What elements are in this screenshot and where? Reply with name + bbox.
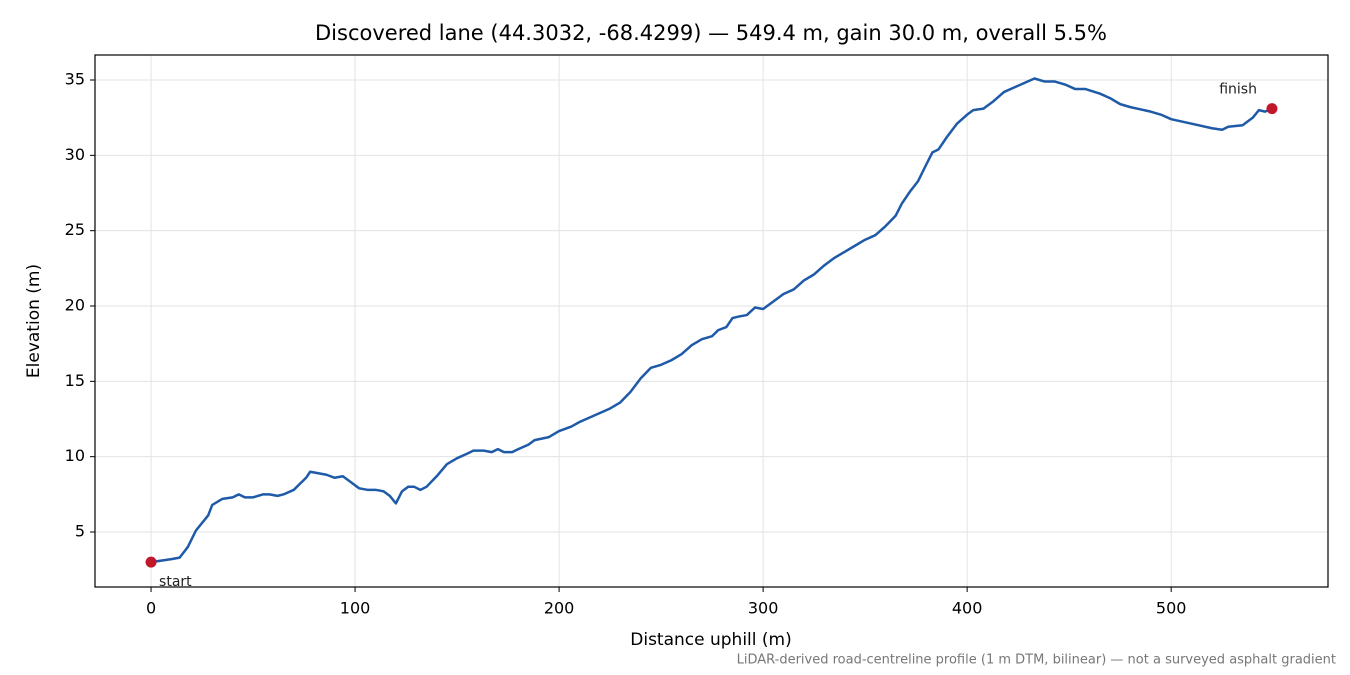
y-tick-label: 10	[65, 446, 85, 465]
x-tick-label: 500	[1156, 599, 1187, 618]
y-tick-label: 35	[65, 70, 85, 89]
endpoint-marker	[1266, 103, 1278, 115]
x-tick-label: 0	[146, 599, 156, 618]
x-tick-label: 300	[748, 599, 779, 618]
y-tick-label: 15	[65, 371, 85, 390]
endpoint-label: finish	[1219, 82, 1257, 98]
y-tick-label: 5	[75, 522, 85, 541]
plot-frame	[94, 54, 1329, 588]
x-tick-label: 200	[544, 599, 575, 618]
endpoint-label: start	[159, 574, 192, 590]
chart-title: Discovered lane (44.3032, -68.4299) — 54…	[315, 21, 1107, 45]
y-tick-label: 30	[65, 145, 85, 164]
endpoint-marker	[145, 556, 157, 568]
x-axis-label: Distance uphill (m)	[630, 630, 791, 650]
x-tick-label: 400	[952, 599, 983, 618]
footnote: LiDAR-derived road-centreline profile (1…	[737, 653, 1336, 668]
y-tick-label: 20	[65, 296, 85, 315]
y-tick-label: 25	[65, 220, 85, 239]
elevation-line	[150, 77, 1273, 564]
x-tick-label: 100	[340, 599, 371, 618]
y-axis-label: Elevation (m)	[24, 264, 44, 378]
